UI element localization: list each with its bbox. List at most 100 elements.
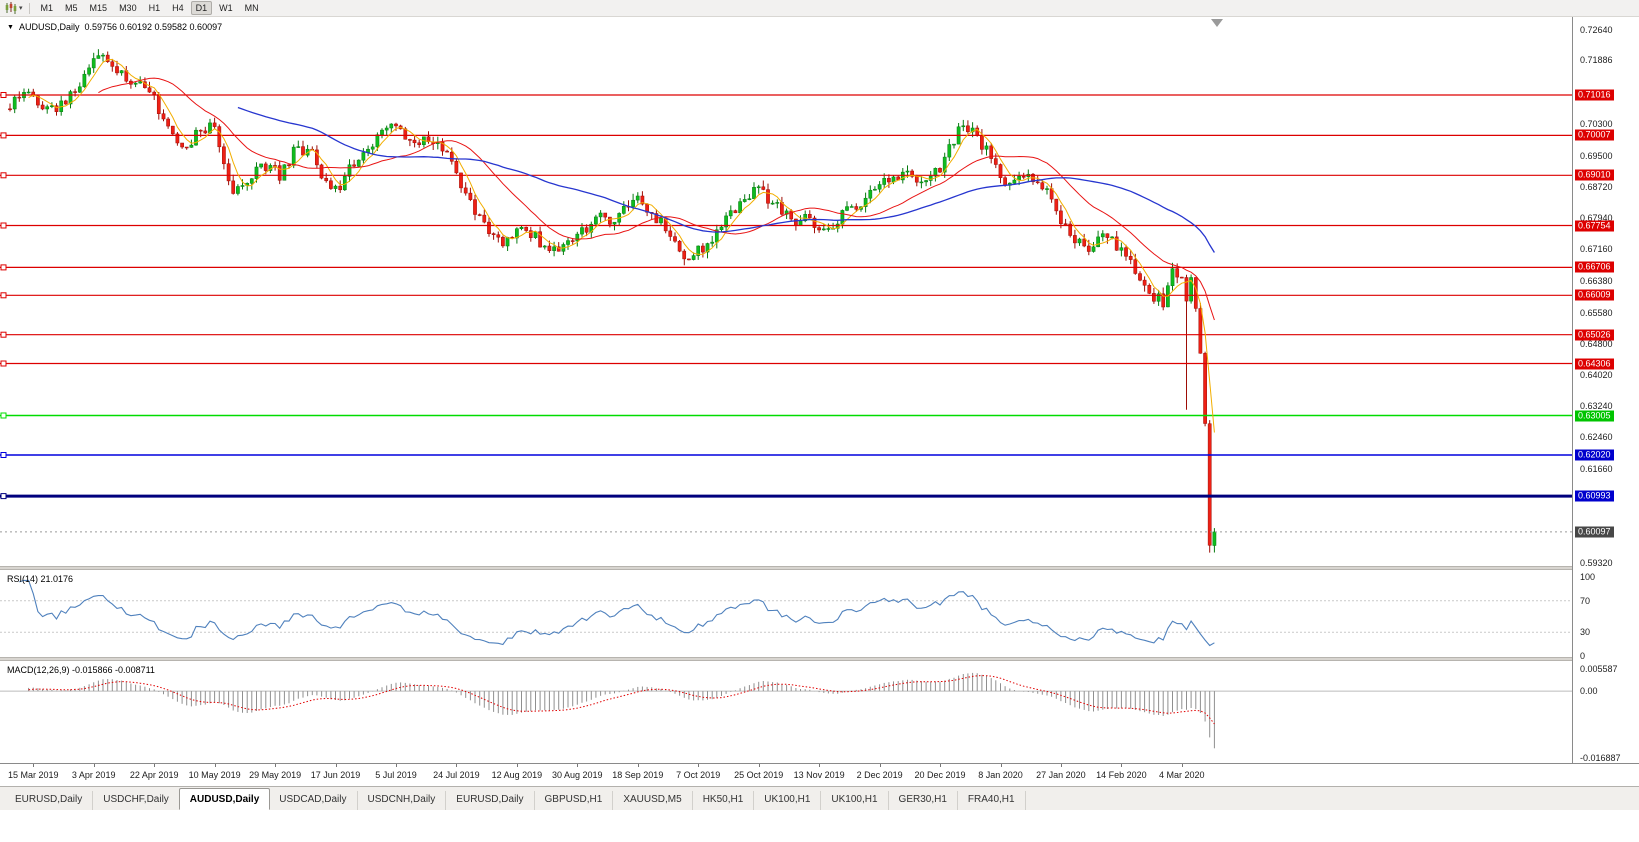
panel-resize-divider[interactable] xyxy=(0,657,1639,661)
timeframe-button-d1[interactable]: D1 xyxy=(190,1,213,15)
date-axis-label: 7 Oct 2019 xyxy=(676,770,721,780)
timeframe-button-m5[interactable]: M5 xyxy=(65,3,78,13)
chart-tab-uk100-h1[interactable]: UK100,H1 xyxy=(821,791,889,810)
date-axis-label: 2 Dec 2019 xyxy=(856,770,903,780)
date-axis-tick xyxy=(1121,764,1123,767)
toolbar-separator xyxy=(28,2,30,14)
chart-shift-marker xyxy=(1211,19,1223,27)
chart-type-icon[interactable] xyxy=(4,2,18,14)
price-level-badge-current: 0.60097 xyxy=(1575,526,1614,538)
price-level-badge-red: 0.66706 xyxy=(1575,261,1614,273)
chart-tab-hk50-h1[interactable]: HK50,H1 xyxy=(693,791,755,810)
date-axis-label: 20 Dec 2019 xyxy=(914,770,966,780)
price-level-badge-blue: 0.60993 xyxy=(1575,490,1614,502)
date-axis-label: 25 Oct 2019 xyxy=(734,770,784,780)
symbol-dropdown-caret-icon[interactable]: ▼ xyxy=(7,23,14,31)
chart-tab-eurusd-daily[interactable]: EURUSD,Daily xyxy=(5,791,94,810)
rsi-indicator-panel[interactable]: RSI(14) 21.0176 xyxy=(0,570,1572,657)
price-axis-label: 0.64020 xyxy=(1580,369,1613,380)
date-axis-tick xyxy=(940,764,941,767)
price-level-badge-red: 0.67754 xyxy=(1575,220,1614,231)
chart-tab-eurusd-daily[interactable]: EURUSD,Daily xyxy=(446,791,535,810)
chart-tab-fra40-h1[interactable]: FRA40,H1 xyxy=(958,791,1026,810)
date-axis-tick xyxy=(456,764,458,767)
price-axis-label: 0.72640 xyxy=(1580,25,1613,35)
date-axis-tick xyxy=(758,764,760,767)
date-axis-tick xyxy=(577,764,579,767)
macd-scale-label: 0.005587 xyxy=(1580,664,1618,674)
toolbar: ▾ M1 M5 M15 M30 H1 H4 D1 W1 MN xyxy=(0,0,1639,17)
price-axis-label: 0.69500 xyxy=(1580,150,1613,161)
price-level-badge-green: 0.63005 xyxy=(1575,410,1614,421)
panel-resize-divider[interactable] xyxy=(0,566,1639,570)
rsi-scale-label: 100 xyxy=(1580,572,1596,582)
macd-scale-label: 0.00 xyxy=(1580,686,1598,697)
date-axis-tick xyxy=(516,764,518,767)
timeframe-button-h4[interactable]: H4 xyxy=(172,3,184,13)
price-chart-panel[interactable]: ▼ AUDUSD,Daily 0.59756 0.60192 0.59582 0… xyxy=(0,17,1572,566)
chart-tab-ger30-h1[interactable]: GER30,H1 xyxy=(889,791,958,810)
timeframe-button-h1[interactable]: H1 xyxy=(148,3,161,13)
price-axis-label: 0.65580 xyxy=(1580,307,1613,318)
price-axis[interactable]: 0.72640 0.71886 0.70300 0.69500 0.68720 0.679… xyxy=(1572,17,1639,763)
date-axis-label: 24 Jul 2019 xyxy=(433,770,480,780)
date-axis-label: 5 Jul 2019 xyxy=(375,770,417,780)
date-axis-label: 30 Aug 2019 xyxy=(552,770,603,780)
timeframe-button-mn[interactable]: MN xyxy=(244,3,259,13)
timeframe-group: M1 M5 M15 M30 H1 H4 D1 W1 MN xyxy=(35,1,265,15)
price-axis-label: 0.62460 xyxy=(1580,432,1613,443)
candlestick-icon-glyph xyxy=(5,2,17,14)
toolbar-dropdown-caret-icon[interactable]: ▾ xyxy=(19,5,23,12)
price-level-badge-blue: 0.62020 xyxy=(1575,449,1614,461)
price-chart-canvas[interactable] xyxy=(0,17,1572,566)
timeframe-button-w1[interactable]: W1 xyxy=(219,3,233,13)
chart-tab-usdcad-daily[interactable]: USDCAD,Daily xyxy=(269,791,358,810)
chart-tab-xauusd-m5[interactable]: XAUUSD,M5 xyxy=(613,791,693,810)
date-axis-tick xyxy=(1060,764,1062,767)
chart-symbol-label: AUDUSD,Daily xyxy=(18,22,80,32)
date-axis-tick xyxy=(33,764,35,767)
macd-label: MACD(12,26,9) -0.015866 -0.008711 xyxy=(7,665,155,675)
date-axis-label: 27 Jan 2020 xyxy=(1036,770,1086,780)
date-axis-label: 10 May 2019 xyxy=(188,770,241,780)
price-axis-label: 0.70300 xyxy=(1580,118,1613,129)
chart-tab-audusd-daily[interactable]: AUDUSD,Daily xyxy=(178,788,271,810)
date-axis-label: 4 Mar 2020 xyxy=(1159,770,1205,780)
chart-tab-usdcnh-daily[interactable]: USDCNH,Daily xyxy=(358,791,447,810)
price-level-badge-red: 0.70007 xyxy=(1575,129,1614,141)
date-axis-tick xyxy=(698,764,700,767)
price-axis-label: 0.71886 xyxy=(1580,55,1613,66)
date-axis-tick xyxy=(275,764,277,767)
date-axis-tick xyxy=(1000,764,1002,767)
timeframe-button-m30[interactable]: M30 xyxy=(119,3,137,13)
macd-scale-label: -0.016887 xyxy=(1580,753,1621,763)
price-axis-label: 0.68720 xyxy=(1580,181,1613,192)
date-axis-tick xyxy=(154,764,156,767)
rsi-canvas[interactable] xyxy=(0,570,1572,657)
rsi-scale-label: 30 xyxy=(1580,627,1591,638)
date-axis-tick xyxy=(879,764,881,767)
chart-ohlc-values: 0.59756 0.60192 0.59582 0.60097 xyxy=(84,22,223,32)
date-axis-tick xyxy=(1181,764,1183,767)
date-axis-label: 13 Nov 2019 xyxy=(793,770,845,780)
price-axis-label: 0.67940 xyxy=(1580,213,1613,224)
date-axis-label: 29 May 2019 xyxy=(249,770,302,780)
price-level-badge-red: 0.66009 xyxy=(1575,289,1614,301)
date-axis-tick xyxy=(214,764,216,767)
timeframe-button-m1[interactable]: M1 xyxy=(40,3,54,13)
chart-tab-usdchf-daily[interactable]: USDCHF,Daily xyxy=(93,791,180,810)
date-axis-label: 18 Sep 2019 xyxy=(612,770,664,780)
date-axis[interactable]: 15 Mar 2019 3 Apr 2019 22 Apr 2019 10 May 2… xyxy=(0,763,1639,786)
date-axis-tick xyxy=(637,764,639,767)
timeframe-button-m15[interactable]: M15 xyxy=(89,3,108,13)
macd-canvas[interactable] xyxy=(0,661,1572,763)
chart-tabs-bar: EURUSD,Daily USDCHF,Daily AUDUSD,Daily USDC… xyxy=(0,786,1639,810)
price-axis-label: 0.64800 xyxy=(1580,338,1613,349)
price-axis-label: 0.63240 xyxy=(1580,401,1613,412)
macd-indicator-panel[interactable]: MACD(12,26,9) -0.015866 -0.008711 xyxy=(0,661,1572,763)
price-axis-label: 0.67160 xyxy=(1580,244,1613,255)
chart-tab-gbpusd-h1[interactable]: GBPUSD,H1 xyxy=(535,791,614,810)
rsi-label: RSI(14) 21.0176 xyxy=(7,574,74,584)
chart-tab-uk100-h1[interactable]: UK100,H1 xyxy=(754,791,822,810)
